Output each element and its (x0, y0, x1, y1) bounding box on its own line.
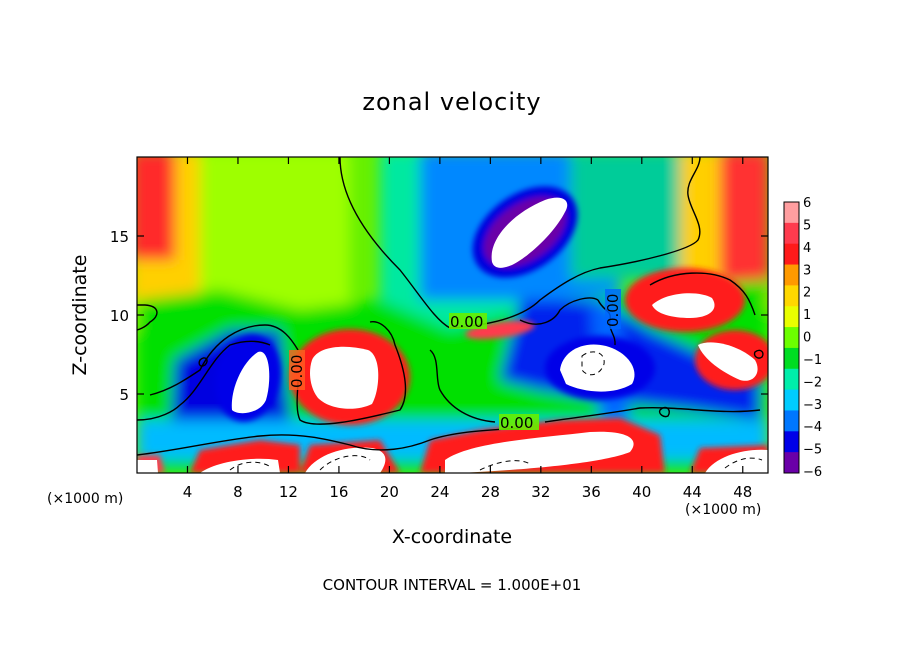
colorbar-label: 4 (803, 241, 811, 256)
colorbar-label: −5 (803, 443, 822, 458)
y-tick-label: 5 (119, 386, 129, 404)
colorbar-label: −3 (803, 398, 822, 413)
colorbar-label: −4 (803, 420, 822, 435)
colorbar-swatch (784, 410, 799, 432)
colorbar: 6 5 4 3 2 1 0 −1 −2 −3 −4 −5 −6 (783, 196, 822, 480)
colorbar-swatch (784, 389, 799, 411)
y-axis: 5 10 15 (110, 228, 768, 404)
contour-interval-note: CONTOUR INTERVAL = 1.000E+01 (322, 576, 582, 594)
colorbar-label: −1 (803, 353, 822, 368)
colorbar-swatch (784, 222, 799, 245)
colorbar-label: 0 (803, 331, 811, 346)
x-tick-label: 4 (183, 483, 193, 501)
colorbar-swatch (784, 347, 799, 370)
colorbar-swatch (784, 285, 799, 307)
x-tick-label: 24 (430, 483, 449, 501)
colorbar-label: −6 (803, 465, 822, 480)
x-tick-label: 16 (329, 483, 348, 501)
colorbar-label: 5 (803, 218, 811, 233)
x-unit-label-left: (×1000 m) (47, 491, 124, 507)
colorbar-swatch (784, 431, 799, 453)
colorbar-label: −2 (803, 375, 822, 390)
colorbar-label: 6 (803, 196, 811, 211)
contour-label: 0.00 (604, 294, 622, 327)
x-tick-label: 20 (380, 483, 399, 501)
y-tick-label: 10 (110, 307, 129, 325)
colorbar-swatch (784, 368, 799, 391)
x-tick-label: 36 (582, 483, 601, 501)
colorbar-frame (783, 201, 800, 474)
x-tick-label: 44 (683, 483, 702, 501)
x-unit-label-right: (×1000 m) (685, 502, 762, 518)
contour-label: 0.00 (500, 414, 533, 432)
colorbar-swatch (784, 452, 799, 474)
y-axis-label: Z-coordinate (69, 254, 91, 376)
contour-label: 0.00 (288, 355, 306, 388)
chart-title: zonal velocity (362, 88, 542, 116)
x-tick-label: 40 (632, 483, 651, 501)
colorbar-swatch (784, 327, 799, 349)
colorbar-swatch (784, 243, 799, 266)
colorbar-label: 2 (803, 286, 811, 301)
colorbar-swatch (784, 264, 799, 286)
contour-label: 0.00 (450, 313, 483, 331)
x-axis: 4 8 12 16 20 24 28 32 36 40 44 48 (183, 157, 752, 501)
plot-area (137, 157, 768, 473)
colorbar-label: 3 (803, 263, 811, 278)
x-axis-label: X-coordinate (391, 526, 513, 548)
x-tick-label: 48 (733, 483, 752, 501)
y-tick-label: 15 (110, 228, 129, 246)
colorbar-label: 1 (803, 308, 811, 323)
colorbar-swatch (784, 202, 799, 224)
colorbar-swatch (784, 306, 799, 328)
x-tick-label: 32 (531, 483, 550, 501)
x-tick-label: 12 (279, 483, 298, 501)
contour-labels: 0.00 0.00 0.00 0.00 (288, 289, 622, 432)
x-tick-label: 8 (233, 483, 243, 501)
x-tick-label: 28 (481, 483, 500, 501)
